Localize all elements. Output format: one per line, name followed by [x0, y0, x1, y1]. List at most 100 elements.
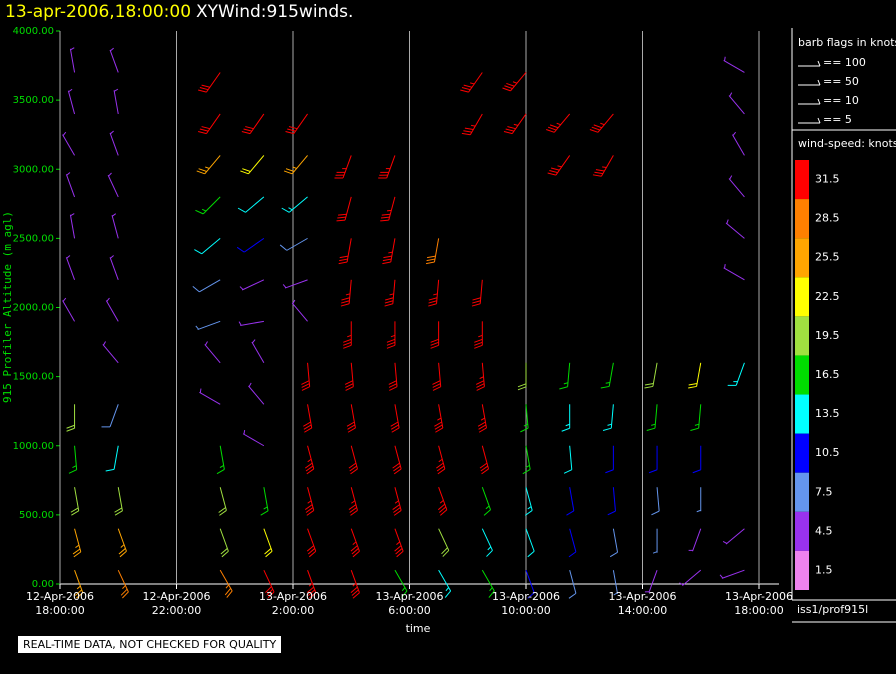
wind-barb — [114, 487, 123, 516]
colorbar-swatch — [795, 355, 809, 395]
barb-feather — [264, 548, 272, 555]
barb-feather — [303, 424, 312, 430]
barb-feather — [391, 427, 400, 433]
barb-shaft — [721, 569, 745, 579]
wind-barb — [218, 487, 227, 516]
barb-feather — [547, 126, 557, 131]
wind-barb — [392, 445, 402, 475]
barb-feather — [198, 130, 207, 135]
wind-barb — [192, 279, 221, 293]
barb-feather — [517, 383, 527, 388]
barb-feather — [594, 171, 603, 175]
barb-feather — [68, 469, 77, 474]
barb-shaft — [481, 362, 485, 387]
barb-shaft — [612, 570, 619, 594]
wind-barb — [436, 445, 446, 475]
barb-feather — [401, 590, 408, 598]
barb-feather — [345, 386, 354, 391]
barb-feather — [595, 169, 605, 172]
barb-feather — [474, 338, 483, 343]
wind-barb — [392, 487, 402, 516]
barb-feather — [550, 167, 560, 171]
barb-feather — [592, 174, 602, 177]
barb-feather — [288, 126, 298, 130]
wind-barb — [503, 113, 527, 135]
wind-barb — [194, 237, 221, 255]
wind-barb — [378, 155, 396, 179]
barb-feather — [339, 255, 349, 259]
wind-barb — [62, 297, 75, 322]
wind-barb — [283, 155, 308, 175]
wind-barb — [70, 487, 80, 516]
barb-feather — [505, 128, 515, 132]
barb-shaft — [682, 569, 702, 586]
barb-half — [72, 465, 77, 468]
wind-barb — [196, 155, 221, 175]
barb-shaft — [350, 445, 358, 470]
barb-feather — [66, 424, 75, 429]
barb-shaft — [307, 362, 311, 387]
barb-half — [106, 297, 110, 302]
barb-feather — [348, 504, 357, 510]
wind-barb — [236, 237, 265, 253]
barb-feather — [692, 469, 701, 474]
wind-barb — [460, 72, 483, 93]
barb-feather — [344, 380, 354, 385]
barb-shaft — [652, 362, 658, 387]
barb-shaft — [511, 113, 527, 134]
wind-barb — [105, 297, 119, 322]
y-tick-label: 2500.00 — [13, 233, 54, 244]
barb-half — [225, 584, 230, 589]
wind-barb — [430, 321, 440, 349]
barb-half — [110, 47, 114, 52]
barb-feather — [336, 219, 346, 222]
barb-shaft — [696, 362, 702, 387]
barb-feather — [351, 589, 359, 596]
barb-feather — [396, 550, 404, 558]
wind-barb — [566, 487, 575, 516]
wind-barb — [727, 362, 745, 386]
barb-shaft — [350, 362, 354, 387]
barb-feather — [304, 462, 313, 469]
wind-barb — [474, 321, 483, 349]
barb-half — [352, 541, 357, 546]
wind-barb — [336, 196, 352, 222]
barb-half — [437, 417, 442, 421]
barb-feather — [201, 126, 210, 130]
wind-barb — [563, 445, 573, 474]
barb-shaft — [69, 214, 76, 239]
wind-barb — [107, 172, 119, 198]
barb-shaft — [251, 341, 265, 364]
barb-shaft — [291, 155, 308, 175]
colorbar-label: 1.5 — [815, 563, 833, 576]
barb-feather — [201, 84, 210, 88]
barb-half — [307, 458, 312, 463]
barb-feather — [474, 341, 483, 346]
barb-shaft — [249, 113, 265, 134]
wind-barb — [644, 362, 658, 389]
barb-feather — [341, 297, 350, 301]
barb-feather — [219, 510, 227, 516]
barb-shaft — [307, 570, 317, 593]
barb-feather — [118, 548, 126, 555]
barb-half — [679, 582, 684, 586]
barb-feather — [395, 548, 403, 555]
barb-feather — [241, 130, 251, 135]
wind-barb — [105, 445, 119, 472]
barb-feather — [522, 468, 531, 475]
barb-feather — [475, 380, 485, 385]
barb-legend-title: barb flags in knots — [798, 36, 896, 49]
barb-shaft — [111, 215, 119, 239]
colorbar-label: 19.5 — [815, 329, 840, 342]
wind-barb — [74, 570, 84, 599]
barb-half — [390, 334, 396, 338]
wind-barb — [388, 362, 398, 391]
barb-feather — [347, 427, 356, 433]
barb-feather — [651, 510, 660, 516]
barb-half — [103, 341, 107, 346]
wind-barb — [195, 320, 221, 331]
barb-feather — [351, 548, 359, 555]
colorbar-title: wind-speed: knots — [798, 137, 896, 150]
barb-shaft — [553, 113, 571, 133]
barb-feather — [301, 380, 310, 385]
